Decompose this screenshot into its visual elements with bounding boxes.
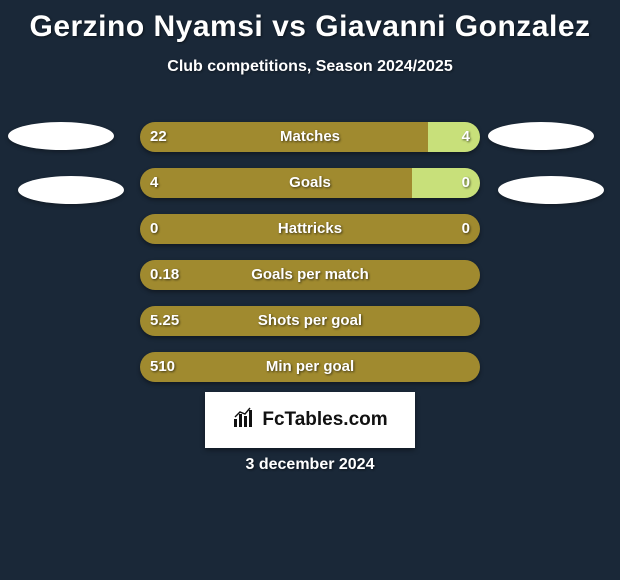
stat-value-left: 22: [150, 122, 167, 152]
page-subtitle: Club competitions, Season 2024/2025: [0, 44, 620, 76]
stat-label: Matches: [140, 122, 480, 152]
logo-plate: FcTables.com: [205, 392, 415, 448]
footer-date: 3 december 2024: [0, 456, 620, 474]
stat-bar: Goals per match0.18: [140, 260, 480, 290]
stat-bar: Matches22 4: [140, 122, 480, 152]
stat-value-right: 0: [462, 214, 470, 244]
stat-label: Min per goal: [140, 352, 480, 382]
stat-row: Shots per goal5.25: [0, 306, 620, 336]
stat-row: Matches22 4: [0, 122, 620, 152]
stat-label: Hattricks: [140, 214, 480, 244]
page-title: Gerzino Nyamsi vs Giavanni Gonzalez: [0, 0, 620, 44]
stat-row: Min per goal510: [0, 352, 620, 382]
stat-value-right: 4: [462, 122, 470, 152]
stat-value-left: 0: [150, 214, 158, 244]
stat-label: Goals per match: [140, 260, 480, 290]
stat-bar: Min per goal510: [140, 352, 480, 382]
logo-text: FcTables.com: [262, 409, 387, 431]
stat-row: Goals4 0: [0, 168, 620, 198]
stat-bar: Goals4 0: [140, 168, 480, 198]
stat-rows: Matches224Goals40Hattricks00Goals per ma…: [0, 122, 620, 398]
stat-bar: Hattricks0 0: [140, 214, 480, 244]
stat-value-left: 4: [150, 168, 158, 198]
stat-row: Goals per match0.18: [0, 260, 620, 290]
stat-value-left: 5.25: [150, 306, 179, 336]
stat-value-right: 0: [462, 168, 470, 198]
stat-label: Shots per goal: [140, 306, 480, 336]
logo-chart-icon: [232, 407, 256, 434]
stat-row: Hattricks0 0: [0, 214, 620, 244]
stat-value-left: 510: [150, 352, 175, 382]
stat-value-left: 0.18: [150, 260, 179, 290]
stat-bar: Shots per goal5.25: [140, 306, 480, 336]
stat-label: Goals: [140, 168, 480, 198]
